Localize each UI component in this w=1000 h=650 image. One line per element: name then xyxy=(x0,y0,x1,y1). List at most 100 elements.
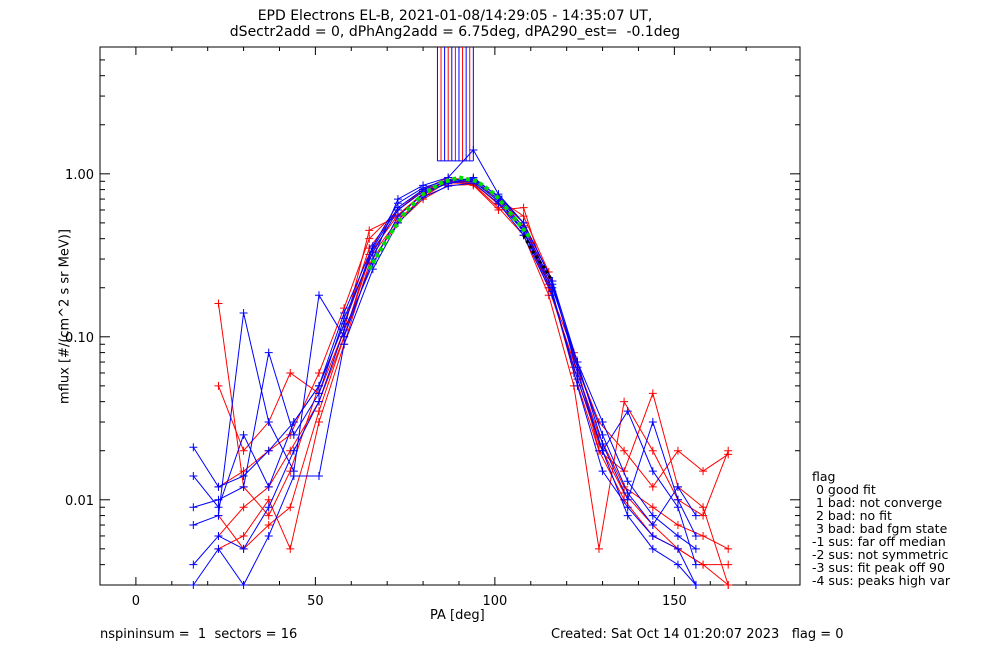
legend-item: -3 sus: fit peak off 90 xyxy=(812,560,945,575)
series-blue-point xyxy=(289,446,298,455)
series-red-point xyxy=(314,407,323,416)
series-red-point xyxy=(214,299,223,308)
series-blue-point xyxy=(239,581,248,589)
chart-title-line-2: dSectr2add = 0, dPhAng2add = 6.75deg, dP… xyxy=(229,24,681,40)
series-red-point xyxy=(314,368,323,377)
legend-item: -1 sus: far off median xyxy=(812,534,946,549)
series-blue-point xyxy=(314,389,323,398)
series-blue-point xyxy=(189,581,198,589)
x-tick-label: 0 xyxy=(132,594,140,609)
plot-frame xyxy=(99,46,801,586)
series-blue-point xyxy=(264,446,273,455)
series-blue-point xyxy=(368,242,377,251)
series-blue-point xyxy=(519,218,528,227)
series-red-point xyxy=(286,503,295,512)
series-red-point xyxy=(286,368,295,377)
series-blue-point xyxy=(623,503,632,512)
series-blue-point xyxy=(189,503,198,512)
series-blue-point xyxy=(691,560,700,569)
series-blue-point xyxy=(239,471,248,480)
series-red-point xyxy=(673,521,682,530)
series-red-point xyxy=(519,212,528,221)
series-red-point xyxy=(365,234,374,243)
series-blue-point xyxy=(289,418,298,427)
series-blue-point xyxy=(289,471,298,480)
series-red-point xyxy=(699,560,708,569)
series-blue-point xyxy=(239,482,248,491)
series-blue-point xyxy=(214,511,223,520)
series-blue-point xyxy=(189,471,198,480)
series-blue-point xyxy=(648,521,657,530)
series-blue-point xyxy=(623,477,632,486)
series-red-line xyxy=(218,180,729,550)
series-blue-point xyxy=(264,418,273,427)
series-red-point xyxy=(699,467,708,476)
series-blue-point xyxy=(691,581,700,589)
legend-title: flag xyxy=(812,469,836,484)
series-red-point xyxy=(494,205,503,214)
flag-legend: flag 0 good fit 1 bad: not converge 2 ba… xyxy=(812,470,950,587)
series-red-point xyxy=(519,203,528,212)
series-blue-point xyxy=(314,291,323,300)
y-tick-label: 1.00 xyxy=(65,168,94,183)
series-red-point xyxy=(648,389,657,398)
series-red-point xyxy=(648,503,657,512)
x-tick-label: 100 xyxy=(482,594,507,609)
series-green-fit xyxy=(367,175,533,271)
series-blue-point xyxy=(340,340,349,349)
chart-title-line-1: EPD Electrons EL-B, 2021-01-08/14:29:05 … xyxy=(257,8,653,24)
series-red-point xyxy=(673,446,682,455)
series-blue-point xyxy=(289,430,298,439)
series-red-point xyxy=(214,381,223,390)
series-blue-point xyxy=(214,482,223,491)
series-red-point xyxy=(365,226,374,235)
series-red-point xyxy=(724,560,733,569)
series-blue-point xyxy=(673,482,682,491)
series-blue-point xyxy=(623,511,632,520)
legend-item: 1 bad: not converge xyxy=(812,495,943,510)
legend-item: -2 sus: not symmetric xyxy=(812,547,949,562)
series-blue-point xyxy=(214,544,223,553)
series-blue-point xyxy=(340,308,349,317)
series-blue-point xyxy=(691,531,700,540)
x-tick-label: 50 xyxy=(307,594,324,609)
series-blue-point xyxy=(573,375,582,384)
series-blue-point xyxy=(648,418,657,427)
series-blue-point xyxy=(340,326,349,335)
legend-item: 2 bad: no fit xyxy=(812,508,892,523)
series-blue-point xyxy=(598,439,607,448)
series-red-point xyxy=(594,544,603,553)
series-blue-point xyxy=(691,511,700,520)
series-red-point xyxy=(620,446,629,455)
series-blue-point xyxy=(648,544,657,553)
legend-item: -4 sus: peaks high var xyxy=(812,573,951,588)
series-blue-point xyxy=(264,503,273,512)
series-blue-point xyxy=(673,560,682,569)
legend-item: 0 good fit xyxy=(812,482,876,497)
y-tick-label: 0.10 xyxy=(65,331,94,346)
series-blue-point xyxy=(239,544,248,553)
series-blue-point xyxy=(189,443,198,452)
series-red-point xyxy=(264,495,273,504)
series-blue-point xyxy=(264,531,273,540)
series-blue-point xyxy=(419,183,428,192)
series-red-point xyxy=(314,418,323,427)
series-black-fit xyxy=(522,234,554,282)
series-blue-point xyxy=(573,358,582,367)
series-blue-line xyxy=(192,178,697,537)
series-blue-point xyxy=(264,348,273,357)
series-red-point xyxy=(724,581,733,589)
series-blue-point xyxy=(648,511,657,520)
series-red-point xyxy=(648,482,657,491)
x-tick-label: 150 xyxy=(662,594,687,609)
series-blue-point xyxy=(314,471,323,480)
series-blue-point xyxy=(623,495,632,504)
series-blue-point xyxy=(673,544,682,553)
series-red-point xyxy=(286,544,295,553)
y-tick-label: 0.01 xyxy=(65,494,94,509)
series-blue-point xyxy=(393,205,402,214)
series-red-point xyxy=(699,503,708,512)
series-blue-point xyxy=(623,407,632,416)
footer-right: Created: Sat Oct 14 01:20:07 2023 flag =… xyxy=(551,627,844,642)
